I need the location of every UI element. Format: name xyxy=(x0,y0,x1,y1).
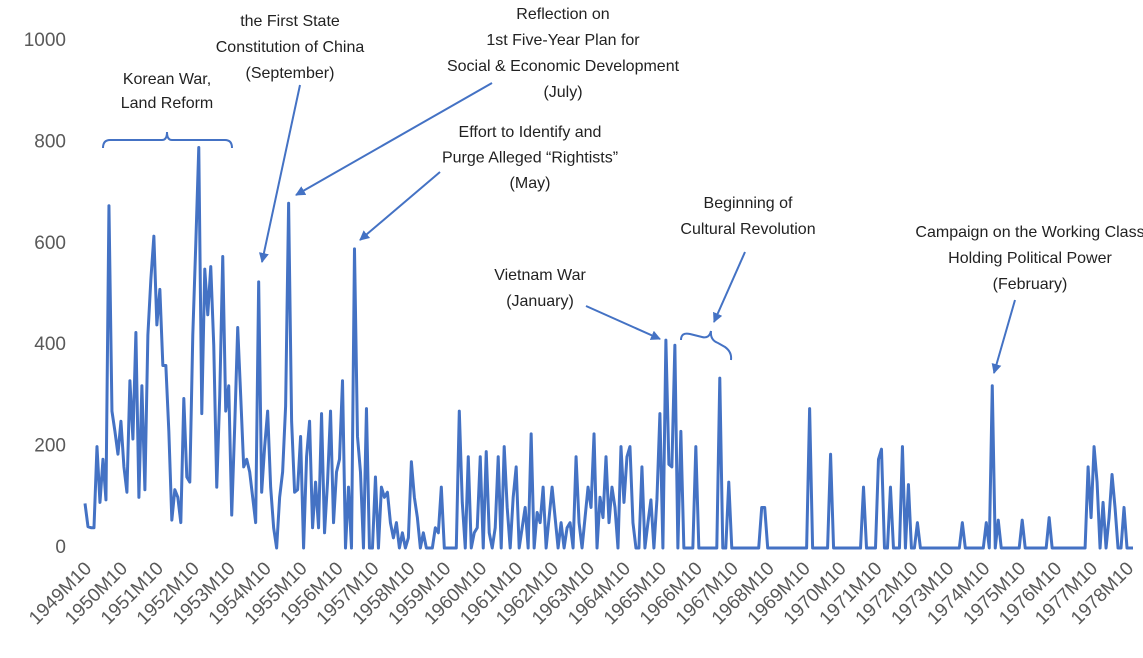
y-tick-label: 1000 xyxy=(24,30,66,51)
arrow xyxy=(991,299,1016,374)
annotation: Vietnam War xyxy=(494,267,586,284)
arrow xyxy=(259,84,301,263)
annotation: (January) xyxy=(506,293,574,310)
annotation: (July) xyxy=(543,84,582,101)
annotation: Land Reform xyxy=(121,95,214,112)
arrow xyxy=(359,171,441,241)
annotation: Purge Alleged “Rightists” xyxy=(442,150,618,167)
y-tick-label: 200 xyxy=(34,436,66,457)
annotation: (May) xyxy=(510,175,551,192)
annotation: Holding Political Power xyxy=(948,250,1112,267)
annotation: Korean War, xyxy=(123,71,211,88)
data-line xyxy=(83,145,1133,550)
annotation: Cultural Revolution xyxy=(680,221,815,238)
annotation: Campaign on the Working Class xyxy=(915,224,1143,241)
y-tick-label: 0 xyxy=(55,537,66,558)
arrow xyxy=(585,305,661,340)
annotation: Effort to Identify and xyxy=(459,124,602,141)
y-tick-label: 800 xyxy=(34,131,66,152)
y-tick-label: 400 xyxy=(34,334,66,355)
brace xyxy=(102,131,233,149)
arrow xyxy=(713,251,746,323)
annotation: (February) xyxy=(993,276,1068,293)
annotation: Social & Economic Development xyxy=(447,58,680,75)
annotation: (September) xyxy=(246,65,335,82)
annotation: Beginning of xyxy=(704,195,794,212)
y-tick-label: 600 xyxy=(34,233,66,254)
annotation: 1st Five-Year Plan for xyxy=(486,32,640,49)
annotation: Constitution of China xyxy=(216,39,365,56)
annotation: Reflection on xyxy=(516,6,609,23)
brace xyxy=(680,330,733,361)
arrow xyxy=(295,82,493,196)
annotation: the First State xyxy=(240,13,340,30)
